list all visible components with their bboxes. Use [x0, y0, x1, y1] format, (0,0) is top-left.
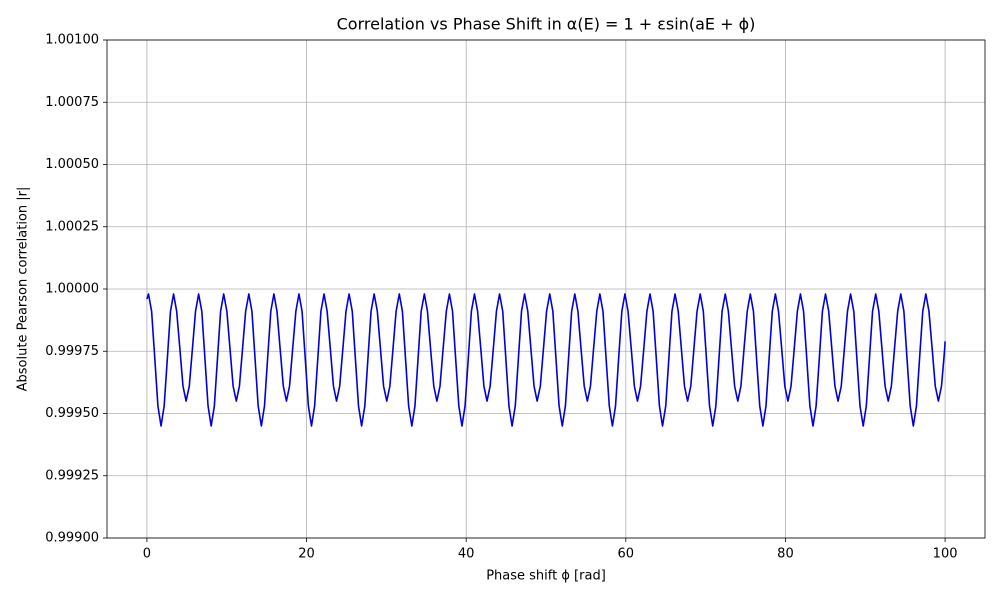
x-tick-label: 40: [458, 547, 475, 562]
data-line: [146, 293, 946, 427]
x-tick-label: 60: [618, 547, 635, 562]
y-tick-label: 1.00100: [45, 33, 99, 48]
chart-title: Correlation vs Phase Shift in α(E) = 1 +…: [337, 15, 756, 34]
y-tick-label: 0.99975: [45, 344, 99, 359]
y-axis-label: Absolute Pearson correlation |r|: [16, 187, 31, 392]
plot-frame: [106, 39, 986, 539]
x-tick-label: 80: [777, 547, 794, 562]
x-tick-label: 100: [933, 547, 958, 562]
y-tick-label: 1.00025: [45, 219, 99, 234]
y-tick-label: 0.99950: [45, 406, 99, 421]
x-axis-label: Phase shift ϕ [rad]: [486, 569, 606, 584]
y-tick-label: 0.99900: [45, 531, 99, 546]
y-tick-label: 1.00050: [45, 157, 99, 172]
x-tick-label: 20: [298, 547, 315, 562]
y-tick-label: 1.00075: [45, 95, 99, 110]
x-tick-label: 0: [143, 547, 151, 562]
y-tick-label: 1.00000: [45, 282, 99, 297]
y-tick-label: 0.99925: [45, 468, 99, 483]
